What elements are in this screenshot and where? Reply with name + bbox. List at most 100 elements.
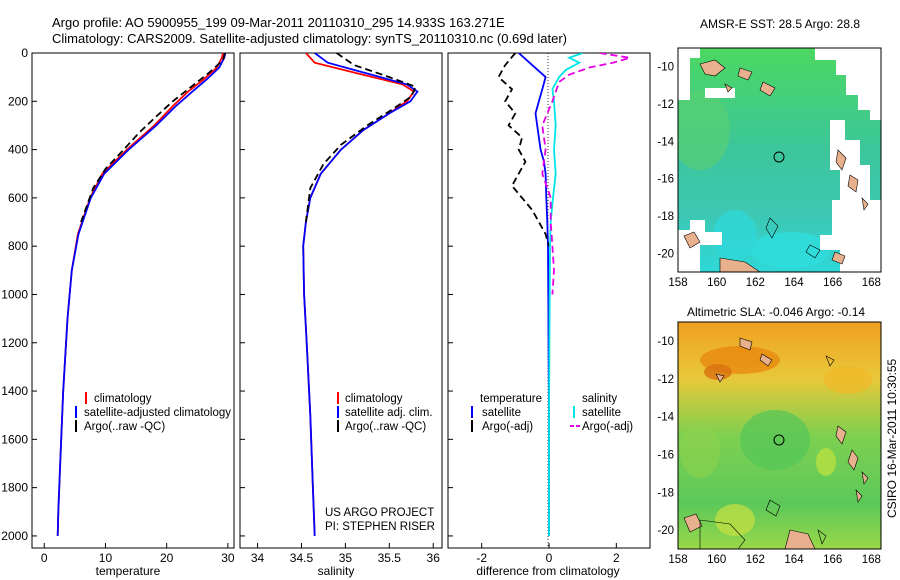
temperature-xtick-label: 0 xyxy=(41,551,48,565)
depth-tick-label: 400 xyxy=(8,143,28,157)
island xyxy=(759,353,773,367)
csiro-timestamp: CSIRO 16-Mar-2011 10:30:55 xyxy=(885,358,899,518)
sst-lat-label: -10 xyxy=(657,62,674,74)
sla-lat-label: -14 xyxy=(657,412,674,424)
sla-patch xyxy=(740,410,810,470)
sla-lon-label: 158 xyxy=(668,554,687,566)
sla-patch xyxy=(715,504,755,536)
salinity-xtick-label: 34 xyxy=(251,551,265,565)
difference-series-salinity-argo-adj- xyxy=(541,53,631,295)
sst-lon-label: 158 xyxy=(668,277,687,289)
depth-tick-label: 800 xyxy=(8,239,28,253)
header-line1: Argo profile: AO 5900955_199 09-Mar-2011… xyxy=(52,15,505,30)
sst-lon-label: 160 xyxy=(707,277,726,289)
island xyxy=(719,257,761,272)
difference-series-salinity-satellite xyxy=(548,53,584,536)
legend-label-sal-argo: Argo(-adj) xyxy=(582,421,633,433)
salinity-xtick-label: 35 xyxy=(339,551,353,565)
sla-patch xyxy=(680,422,720,478)
temperature-xtick-label: 10 xyxy=(99,551,113,565)
legend-header-salinity: salinity xyxy=(582,393,617,405)
island xyxy=(739,337,753,351)
island xyxy=(847,174,859,193)
sla-lat-label: -20 xyxy=(657,525,674,537)
depth-tick-label: 1800 xyxy=(1,481,28,495)
island xyxy=(855,489,863,503)
temperature-xtick-label: 20 xyxy=(160,551,174,565)
sst-missing-data xyxy=(678,48,700,100)
island xyxy=(861,471,869,485)
depth-tick-label: 2000 xyxy=(1,529,28,543)
temperature-plot-frame xyxy=(31,52,235,549)
temperature-series-climatology xyxy=(56,53,224,536)
island xyxy=(683,231,701,249)
reef-contour xyxy=(765,499,781,517)
temperature-xtick-label: 30 xyxy=(221,551,235,565)
difference-xtick-label: 0 xyxy=(546,551,553,565)
salinity-series-climatology xyxy=(302,53,416,536)
sla-patch xyxy=(704,364,732,380)
series-layer xyxy=(56,53,631,536)
axes-layer: 0 10 20 30020040060080010001200140016001800… xyxy=(1,46,881,566)
sst-missing-data xyxy=(678,220,722,272)
difference-xlabel: difference from climatology xyxy=(476,564,619,578)
reef-contour xyxy=(699,519,746,549)
sst-lat-label: -16 xyxy=(657,174,674,186)
salinity-xlabel: salinity xyxy=(318,564,355,578)
difference-xtick-label: -2 xyxy=(476,551,487,565)
salinity-plot-frame xyxy=(239,52,443,549)
sst-lon-label: 166 xyxy=(823,277,842,289)
temperature-legend: climatology satellite-adjusted climatolo… xyxy=(75,392,231,433)
sla-lon-label: 166 xyxy=(823,554,842,566)
island xyxy=(724,83,733,93)
depth-tick-label: 200 xyxy=(8,94,28,108)
argo-position-marker xyxy=(773,151,785,163)
project-credit: US ARGO PROJECT xyxy=(325,507,434,519)
island xyxy=(847,449,859,471)
reef-contour xyxy=(805,244,821,259)
legend-header-temperature: temperature xyxy=(480,393,542,405)
sla-lon-label: 160 xyxy=(707,554,726,566)
island xyxy=(715,373,725,383)
difference-legend: temperature satellite Argo(-adj) salinit… xyxy=(471,393,633,433)
legend-label-temp-satellite: satellite xyxy=(482,407,521,419)
difference-series-temperature-satellite xyxy=(518,53,550,536)
sst-missing-data xyxy=(820,120,881,272)
legend-label-temp-argo: Argo(-adj) xyxy=(482,421,533,433)
island xyxy=(784,529,816,549)
legend-label-argo: Argo(..raw -QC) xyxy=(84,421,165,433)
sla-patch xyxy=(824,366,872,394)
legend-label-satellite: satellite-adjusted climatology xyxy=(84,407,231,419)
header-line2: Climatology: CARS2009. Satellite-adjuste… xyxy=(52,31,567,46)
reef-contour xyxy=(765,217,779,239)
reef-contour xyxy=(817,529,827,545)
sla-lon-label: 164 xyxy=(784,554,804,566)
sla-lon-label: 168 xyxy=(862,554,881,566)
temperature-series-satellite-adjusted-climatology xyxy=(56,53,227,536)
legend-label-sal-satellite: satellite xyxy=(582,407,621,419)
sla-lon-label: 162 xyxy=(746,554,765,566)
legend-label-climatology: climatology xyxy=(345,393,403,405)
salinity-xtick-label: 35.5 xyxy=(378,551,402,565)
salinity-series-argo-raw-qc- xyxy=(305,53,417,223)
sst-lat-label: -18 xyxy=(657,211,674,223)
salinity-xtick-label: 34.5 xyxy=(290,551,314,565)
sst-lon-label: 162 xyxy=(746,277,765,289)
sla-map xyxy=(678,322,881,549)
sla-map-title: Altimetric SLA: -0.046 Argo: -0.14 xyxy=(687,305,865,319)
sst-lat-label: -12 xyxy=(657,99,674,111)
island xyxy=(737,67,753,81)
salinity-legend: climatology satellite adj. clim. Argo(..… xyxy=(337,392,433,433)
sst-patch xyxy=(750,232,830,268)
sst-lon-label: 164 xyxy=(784,277,804,289)
sst-lat-label: -20 xyxy=(657,248,674,260)
reef-contour xyxy=(825,355,835,367)
pi-credit: PI: STEPHEN RISER xyxy=(325,521,435,533)
sla-lat-label: -18 xyxy=(657,487,674,499)
sst-lon-label: 168 xyxy=(862,277,881,289)
sst-missing-data xyxy=(815,48,881,120)
depth-tick-label: 1200 xyxy=(1,336,28,350)
island xyxy=(835,149,847,171)
island xyxy=(699,59,726,77)
